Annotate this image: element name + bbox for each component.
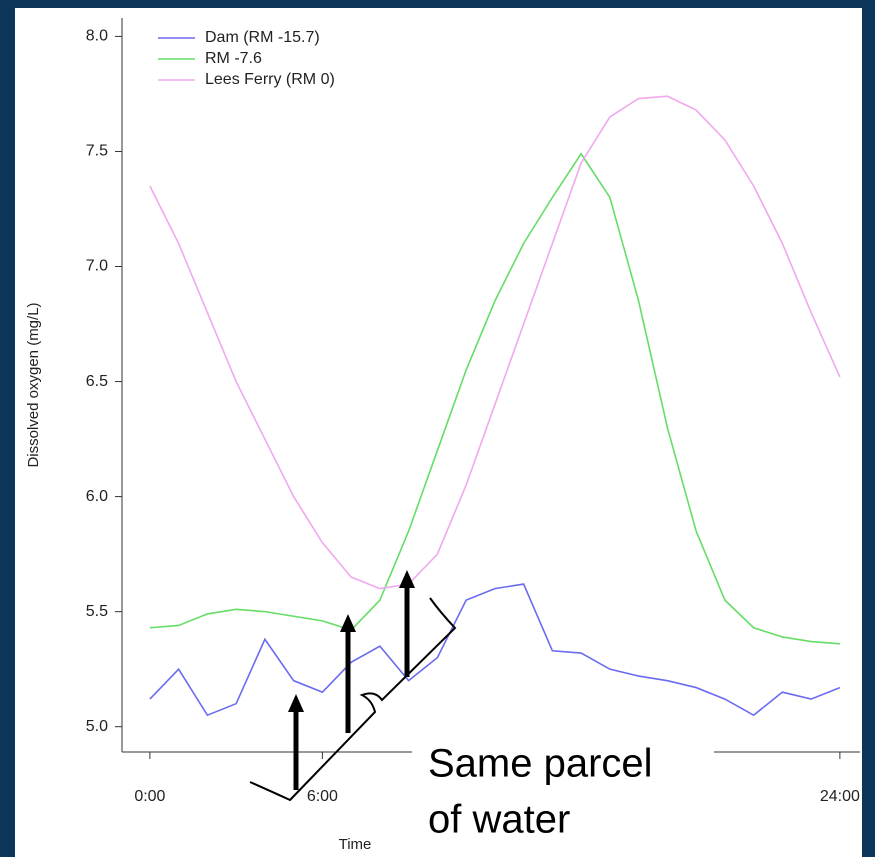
series-line — [149, 95, 841, 590]
arrow-head — [340, 614, 356, 632]
legend-label: Dam (RM -15.7) — [205, 29, 320, 46]
y-tick-label: 6.5 — [86, 373, 108, 390]
arrow-head — [288, 694, 304, 712]
y-tick-label: 7.0 — [86, 258, 108, 275]
panel — [15, 8, 862, 857]
y-tick-label: 5.0 — [86, 718, 108, 735]
x-tick-label: 24:00 — [820, 788, 860, 805]
annotation-box — [412, 740, 714, 857]
y-tick-label: 5.5 — [86, 603, 108, 620]
series-line — [149, 583, 841, 717]
y-tick-label: 6.0 — [86, 488, 108, 505]
arrow-head — [399, 570, 415, 588]
brace — [249, 597, 457, 802]
annotation-shapes — [249, 588, 457, 802]
arrow-heads — [288, 570, 415, 712]
x-axis-label: Time — [339, 836, 372, 853]
legend-label: Lees Ferry (RM 0) — [205, 71, 335, 88]
y-tick-label: 7.5 — [86, 143, 108, 160]
series-line — [149, 152, 840, 645]
annotation-text: of water — [428, 798, 570, 842]
y-tick-label: 8.0 — [86, 28, 108, 45]
annotation-text: Same parcel — [428, 742, 653, 786]
x-tick-label: 0:00 — [134, 788, 165, 805]
y-axis-label: Dissolved oxygen (mg/L) — [25, 302, 42, 467]
legend-label: RM -7.6 — [205, 50, 262, 67]
x-tick-label: 6:00 — [307, 788, 338, 805]
